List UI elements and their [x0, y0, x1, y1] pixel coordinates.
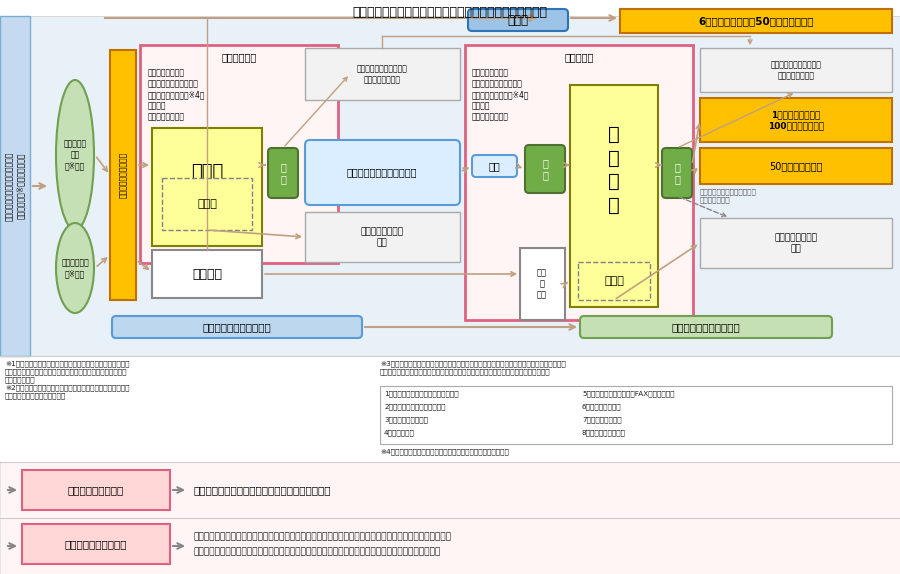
FancyBboxPatch shape — [700, 48, 892, 92]
Text: しない: しない — [604, 276, 624, 286]
FancyBboxPatch shape — [578, 262, 650, 300]
Text: 他の命令: 他の命令 — [192, 267, 222, 281]
Text: 警告に従わずに更に反復
してつきまとい等: 警告に従わずに更に反復 してつきまとい等 — [356, 64, 408, 84]
FancyBboxPatch shape — [0, 518, 900, 574]
FancyBboxPatch shape — [305, 140, 460, 205]
FancyBboxPatch shape — [305, 212, 460, 262]
Text: ※1「密接関係者」とは、被害者の配偶者、直系又は同居の親
　族その他当該特定の者と社会生活において密接な関係を有す
　る者をいう。
※2「ストーカー行為」とは、: ※1「密接関係者」とは、被害者の配偶者、直系又は同居の親 族その他当該特定の者と… — [5, 360, 130, 399]
FancyBboxPatch shape — [525, 145, 565, 193]
Ellipse shape — [56, 80, 94, 230]
FancyBboxPatch shape — [110, 50, 136, 300]
Text: 意見
の
聴取: 意見 の 聴取 — [537, 269, 547, 300]
Text: 7　名誉を傷つける: 7 名誉を傷つける — [582, 416, 622, 422]
FancyBboxPatch shape — [22, 524, 170, 564]
Text: 5　無言電話・連続電話・FAX・電子メール: 5 無言電話・連続電話・FAX・電子メール — [582, 390, 674, 397]
FancyBboxPatch shape — [700, 218, 892, 268]
FancyBboxPatch shape — [570, 85, 658, 307]
Text: 公安委員会: 公安委員会 — [564, 52, 594, 62]
Text: 告　訴: 告 訴 — [508, 14, 528, 26]
Text: しない: しない — [197, 199, 217, 209]
Text: 被害者の意思を踏まえ、検挙その他の適切な措置: 被害者の意思を踏まえ、検挙その他の適切な措置 — [193, 485, 330, 495]
Text: 理由を書面により
通知: 理由を書面により 通知 — [361, 227, 403, 247]
FancyBboxPatch shape — [0, 16, 900, 356]
Text: 警察本部長等による援助: 警察本部長等による援助 — [671, 322, 741, 332]
Text: 援助を受けたい旨の申出: 援助を受けたい旨の申出 — [202, 322, 272, 332]
Text: 2　監視していると告げる行為: 2 監視していると告げる行為 — [384, 403, 446, 410]
Text: 6月以下の懲役又は50万円以下の缰金: 6月以下の懲役又は50万円以下の缰金 — [698, 16, 814, 26]
Text: 4　乱暴な言動: 4 乱暴な言動 — [384, 429, 415, 436]
Text: 1　つきまとい・待ち伏せ・押し掛け: 1 つきまとい・待ち伏せ・押し掛け — [384, 390, 459, 397]
FancyBboxPatch shape — [662, 148, 692, 198]
Text: 1年以下の懲役又は
100万円以下の缰金: 1年以下の懲役又は 100万円以下の缰金 — [768, 110, 824, 130]
FancyBboxPatch shape — [162, 178, 252, 230]
Text: 理由を書面により
通知: 理由を書面により 通知 — [775, 233, 817, 253]
Text: 警察本部長等: 警察本部長等 — [221, 52, 256, 62]
FancyBboxPatch shape — [620, 9, 892, 33]
Text: 通
知: 通 知 — [280, 162, 286, 184]
FancyBboxPatch shape — [305, 48, 460, 100]
Text: 自衛・対応策を教示するとともに、必要があると認められる場合には、相手方に指導・警告等を行う。: 自衛・対応策を教示するとともに、必要があると認められる場合には、相手方に指導・警… — [193, 547, 440, 556]
FancyBboxPatch shape — [468, 9, 568, 31]
FancyBboxPatch shape — [520, 248, 565, 320]
FancyBboxPatch shape — [0, 462, 900, 518]
Text: 禁止命令を求める旨の申出を
受けた場合のみ: 禁止命令を求める旨の申出を 受けた場合のみ — [700, 188, 757, 203]
Text: 他の刑罰法規に抗触: 他の刑罰法規に抗触 — [68, 485, 124, 495]
FancyBboxPatch shape — [268, 148, 298, 198]
FancyBboxPatch shape — [22, 470, 170, 510]
FancyBboxPatch shape — [140, 45, 338, 263]
FancyBboxPatch shape — [580, 316, 832, 338]
Text: 禁
止
命
令: 禁 止 命 令 — [608, 125, 620, 215]
Text: 警告を求める旨の申出: 警告を求める旨の申出 — [119, 152, 128, 198]
Text: 図表２－４６　ストーカー事案に対する警察の対応の流れ: 図表２－４６ ストーカー事案に対する警察の対応の流れ — [353, 6, 547, 19]
Text: 8　性的羞恥心の侵害: 8 性的羞恥心の侵害 — [582, 429, 626, 436]
Text: 警　告: 警 告 — [191, 163, 223, 181]
FancyBboxPatch shape — [112, 316, 362, 338]
Text: 職権: 職権 — [488, 161, 500, 171]
Text: 6　汚物などの送付: 6 汚物などの送付 — [582, 403, 622, 410]
Text: 禁止命令を求める旨の申出: 禁止命令を求める旨の申出 — [346, 167, 418, 177]
Text: ※4　日本国内に住所がないとき又は住所が知れないときは居所: ※4 日本国内に住所がないとき又は住所が知れないときは居所 — [380, 448, 508, 455]
Text: ・被害者の住所地
・被害者の居所の所在地
・加害者の住所地（※4）
・行為地
のいずれかを管轄: ・被害者の住所地 ・被害者の居所の所在地 ・加害者の住所地（※4） ・行為地 の… — [472, 68, 529, 121]
FancyBboxPatch shape — [152, 128, 262, 246]
Text: 50万円以下の缰金: 50万円以下の缰金 — [770, 161, 823, 171]
Text: ※3「つきまとい等」とは、特定の者に対する恋愛感情その他の好意の感情又はそれが満たさ
　れなかったことに対する怨恨の感情を充足する目的で、次の行為をすることをい: ※3「つきまとい等」とは、特定の者に対する恋愛感情その他の好意の感情又はそれが満… — [380, 360, 566, 375]
FancyBboxPatch shape — [465, 45, 693, 320]
Text: 被害者・ストーカー行為等に該当
密接関係者（※１）からの相談: 被害者・ストーカー行為等に該当 密接関係者（※１）からの相談 — [4, 152, 25, 220]
Text: 3　面会・交際の要求: 3 面会・交際の要求 — [384, 416, 428, 422]
FancyBboxPatch shape — [380, 386, 892, 444]
FancyBboxPatch shape — [700, 148, 892, 184]
Text: ストーカー
行為
（※２）: ストーカー 行為 （※２） — [63, 139, 86, 170]
Text: つきまとい等
（※３）: つきまとい等 （※３） — [61, 258, 89, 278]
Text: 事案に応じて、防範指導、地方公共団体の関係部局、弁護士等の他の機関への紹介等の方法により、適切な: 事案に応じて、防範指導、地方公共団体の関係部局、弁護士等の他の機関への紹介等の方… — [193, 532, 451, 541]
Text: 刑罰法令に抗触しない: 刑罰法令に抗触しない — [65, 539, 127, 549]
Text: 警告に従わずに更に反復
してつきまとい等: 警告に従わずに更に反復 してつきまとい等 — [770, 60, 822, 80]
FancyBboxPatch shape — [152, 250, 262, 298]
FancyBboxPatch shape — [472, 155, 517, 177]
FancyBboxPatch shape — [0, 16, 30, 356]
Text: 聴
聞: 聴 聞 — [542, 158, 548, 180]
FancyBboxPatch shape — [700, 98, 892, 142]
Ellipse shape — [56, 223, 94, 313]
Text: ・被害者の住所地
・被害者の居所の所在地
・加害者の住所地（※4）
・行為地
のいずれかを管轄: ・被害者の住所地 ・被害者の居所の所在地 ・加害者の住所地（※4） ・行為地 の… — [148, 68, 205, 121]
Text: 通
知: 通 知 — [674, 162, 680, 184]
